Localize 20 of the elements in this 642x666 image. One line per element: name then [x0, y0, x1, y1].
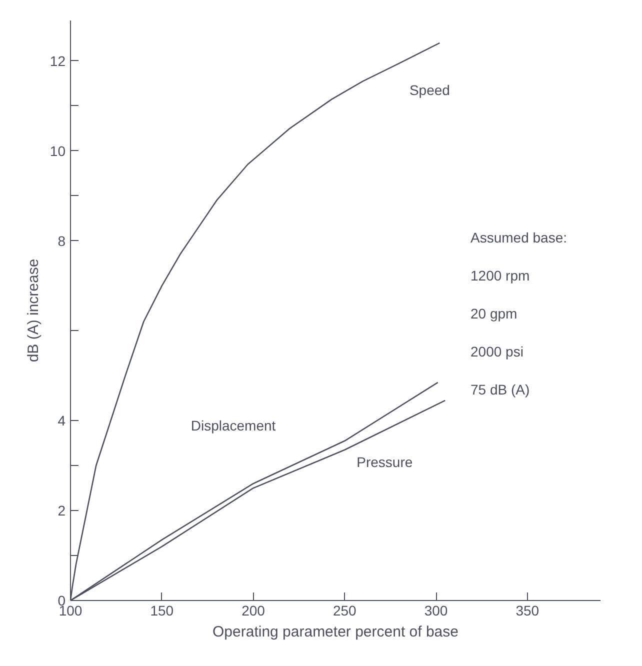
- y-tick-label: 12: [50, 52, 66, 69]
- y-tick-label: 4: [58, 412, 66, 429]
- series-label: Speed: [409, 82, 450, 98]
- annotation: 20 gpm: [470, 306, 518, 322]
- x-tick-label: 300: [424, 602, 448, 618]
- annotation: Assumed base:: [470, 230, 567, 246]
- text: Displacement: [190, 418, 276, 434]
- y-tick-label: 2: [58, 502, 66, 519]
- annotation: 2000 psi: [470, 344, 524, 360]
- x-tick-label: 200: [242, 602, 266, 618]
- y-tick-label: 8: [58, 232, 66, 249]
- x-tick-label: 350: [516, 602, 540, 618]
- y-axis-title: dB (A) increase: [24, 258, 42, 362]
- x-axis-title: Operating parameter percent of base: [212, 624, 458, 640]
- annotation: 75 dB (A): [470, 382, 530, 398]
- x-tick-label: 150: [150, 602, 174, 618]
- x-tick-label: 250: [332, 602, 357, 618]
- series-label: Pressure: [356, 454, 413, 470]
- y-tick-label: 10: [50, 142, 66, 159]
- annotation: 1200 rpm: [470, 268, 530, 284]
